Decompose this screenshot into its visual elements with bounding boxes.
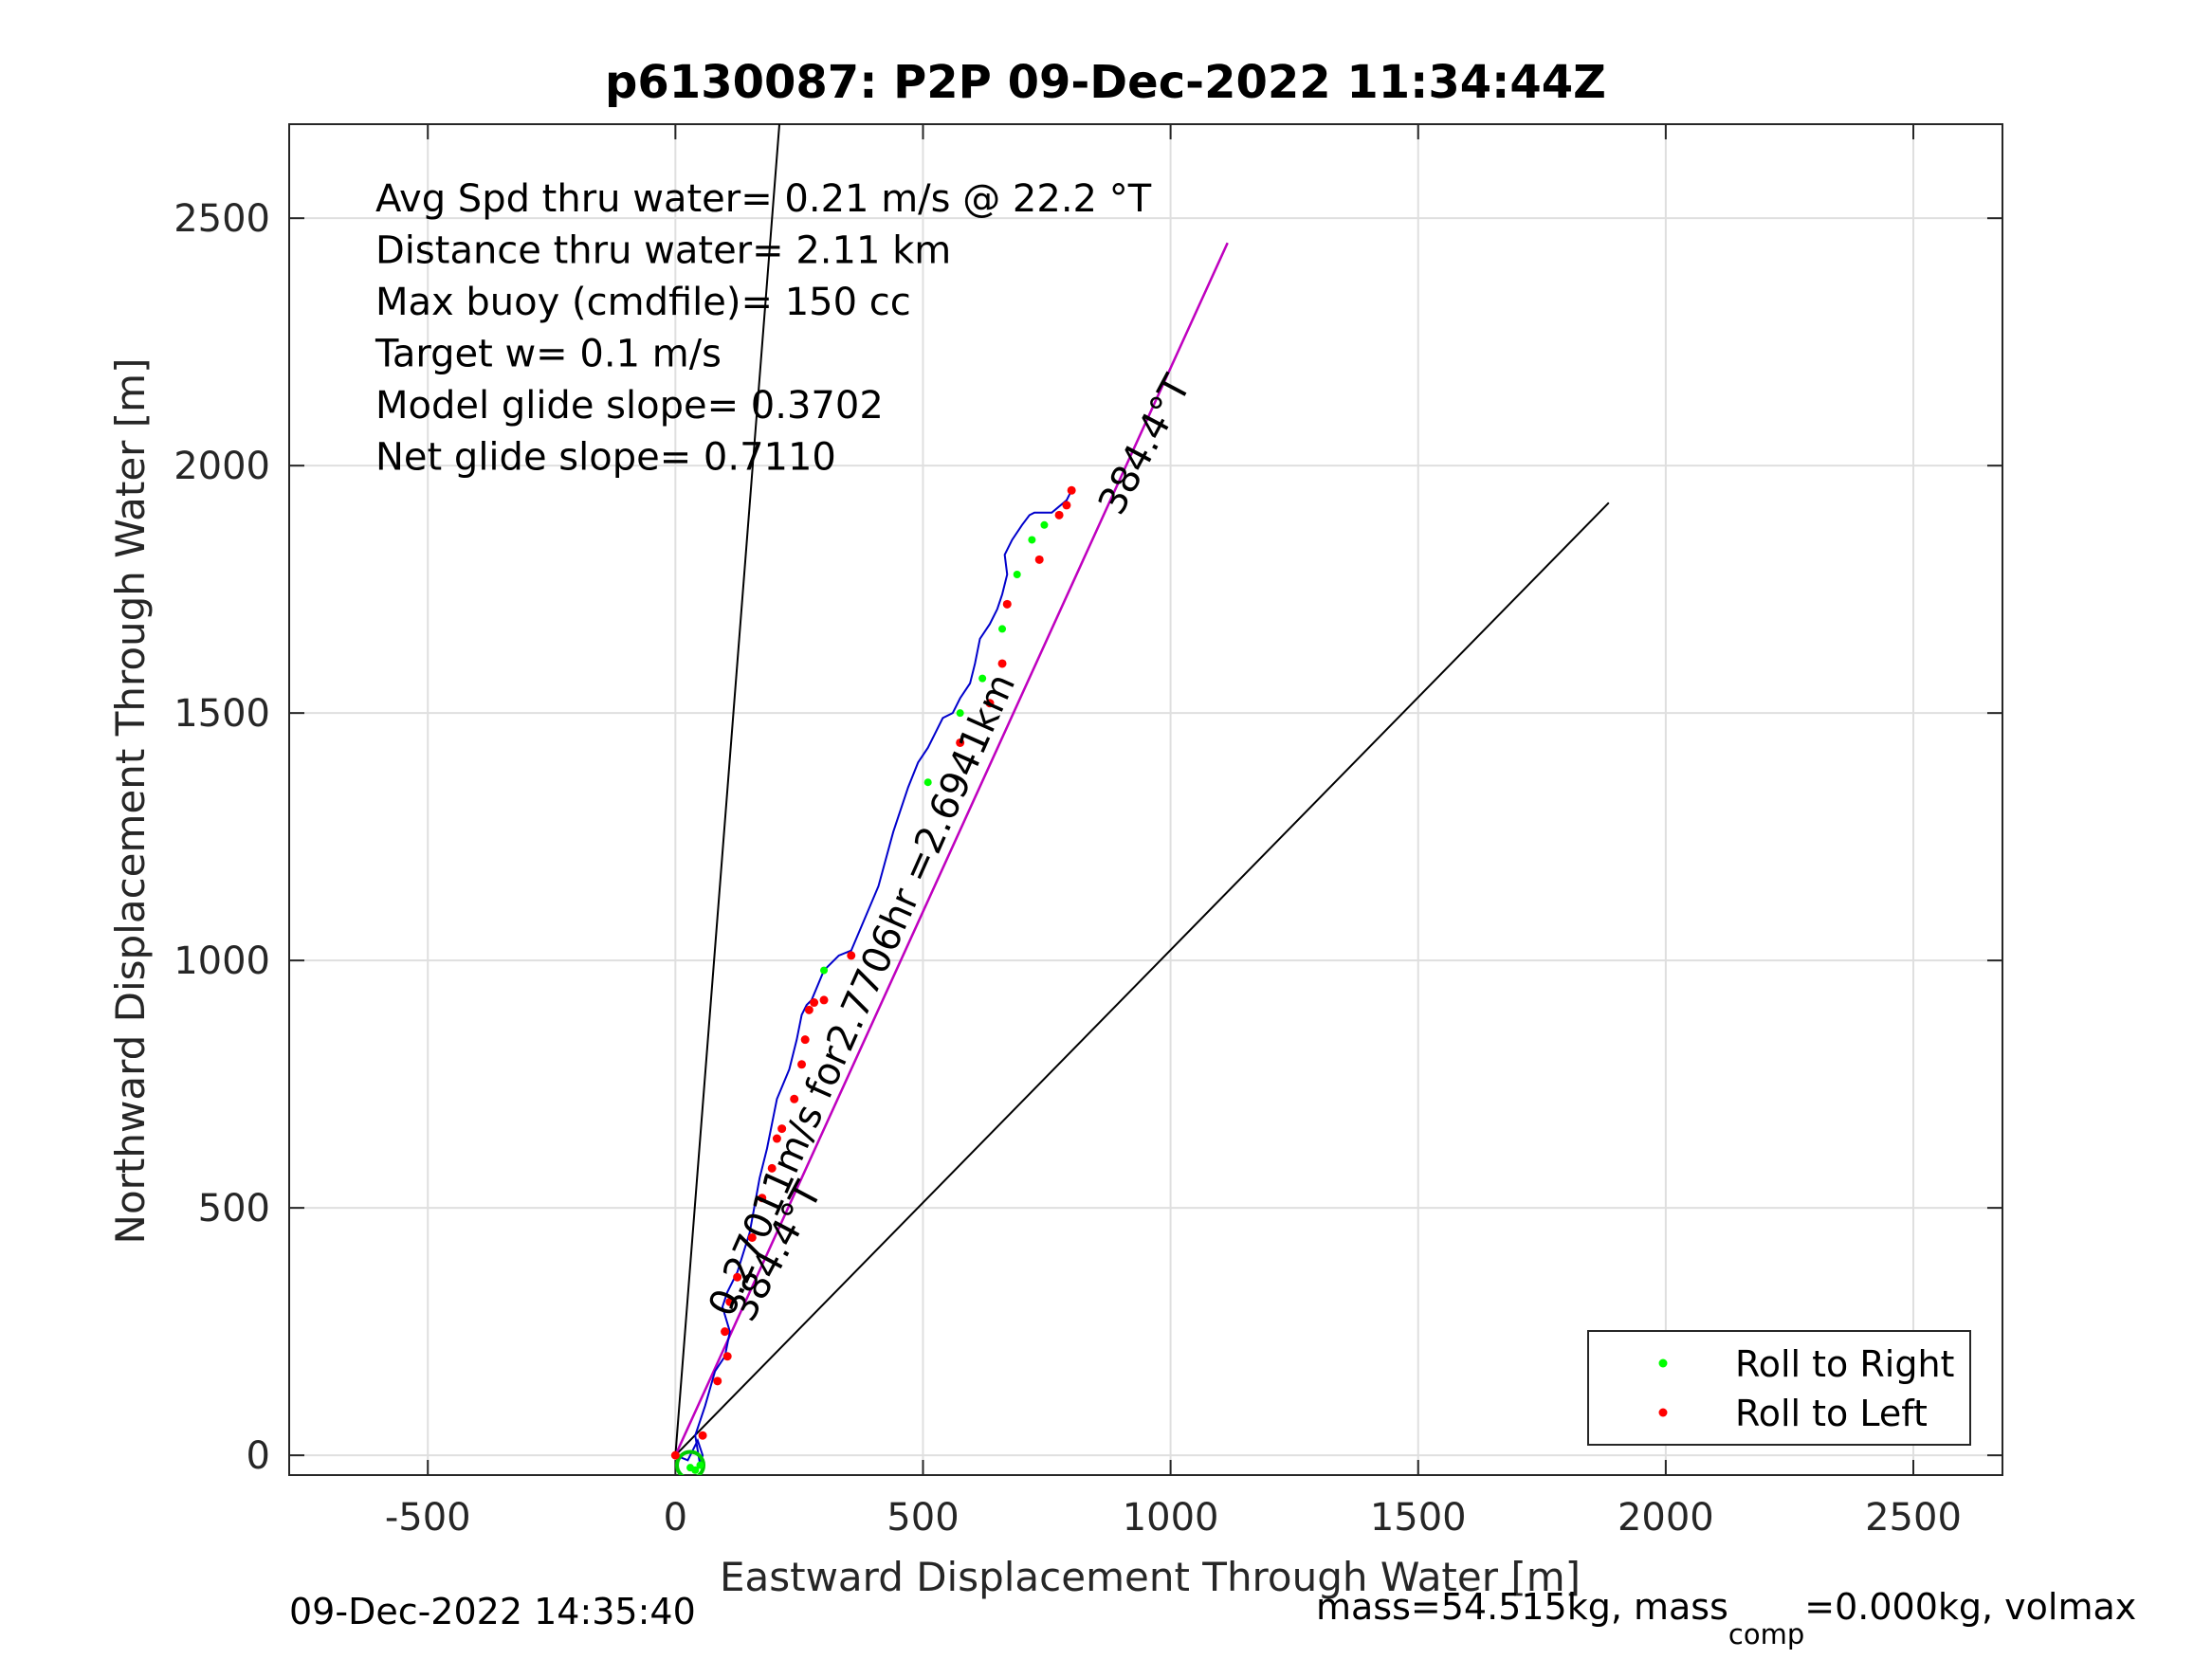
roll-left-point [1034,555,1044,564]
footer-mass-tail: =0.000kg, volmax [1804,1586,2136,1628]
y-tick-label: 2000 [174,445,270,488]
roll-right-point [998,625,1007,633]
y-tick-label: 0 [247,1434,270,1478]
roll-right-point [1013,571,1021,578]
footer-timestamp: 09-Dec-2022 14:35:40 [289,1591,696,1632]
footer: 09-Dec-2022 14:35:40 mass=54.515kg, mass… [289,1586,2136,1650]
roll-left-point [985,699,995,708]
legend-label: Roll to Left [1735,1393,1928,1434]
x-tick-label: 1500 [1370,1496,1467,1540]
info-line: Target w= 0.1 m/s [375,333,722,376]
x-tick-label: 500 [887,1496,959,1540]
x-tick-label: 2000 [1618,1496,1714,1540]
roll-left-point [800,1035,810,1045]
y-tick-label: 500 [198,1187,270,1231]
roll-left-point [722,1352,732,1361]
roll-left-point [956,738,965,747]
roll-left-point [698,1431,707,1440]
y-tick-label: 1500 [174,692,270,736]
info-line: Distance thru water= 2.11 km [375,229,951,273]
plot-area [289,124,2002,1475]
chart-title: p6130087: P2P 09-Dec-2022 11:34:44Z [605,56,1606,109]
footer-mass-main: mass=54.515kg, mass [1316,1586,1728,1628]
info-line: Max buoy (cmdfile)= 150 cc [375,281,911,324]
roll-right-point [696,1461,704,1469]
axes: -500 0 500 1000 1500 2000 2500 0 500 1000 1500 2000… [174,123,2003,1540]
info-line: Model glide slope= 0.3702 [375,384,884,428]
x-tick-label: 0 [664,1496,687,1540]
roll-left-point [1067,485,1076,495]
legend-label: Roll to Right [1735,1343,1954,1385]
roll-left-point [733,1272,742,1282]
track-line [674,489,1073,1466]
roll-left-point [670,1450,680,1460]
reference-lines [674,124,1610,1456]
roll-left-point [804,1005,814,1014]
footer-mass-sub: comp [1728,1618,1804,1650]
y-tick-label: 2500 [174,197,270,241]
roll-right-point [923,778,932,787]
roll-right-point [1028,536,1036,544]
heading-line [674,242,1229,1456]
x-axis-label: Eastward Displacement Through Water [m] [720,1554,1581,1600]
x-tick-label: 1000 [1123,1496,1219,1540]
info-line: Avg Spd thru water= 0.21 m/s @ 22.2 °T [375,177,1152,221]
y-axis-label: Northward Displacement Through Water [m] [107,358,154,1245]
roll-left-point [847,951,856,960]
roll-left-point [721,1327,730,1337]
roll-right-point [820,966,829,975]
y-tick-label: 1000 [174,939,270,983]
roll-left-point [713,1376,722,1386]
roll-left-point [819,995,829,1005]
grid-lines [289,124,2002,1475]
info-line: Net glide slope= 0.7110 [375,436,836,480]
roll-left-point [797,1060,807,1069]
x-tick-label: -500 [385,1496,471,1540]
roll-left-point [758,1194,767,1203]
roll-left-point [1054,510,1064,520]
legend: Roll to Right Roll to Left [1587,1330,1971,1446]
reference-line [674,124,781,1456]
roll-left-point [777,1124,787,1134]
roll-right-point [1040,520,1049,529]
roll-left-point [1002,599,1012,609]
roll-left-point [810,998,819,1008]
roll-left-point [997,659,1007,668]
roll-left-point [1062,501,1071,510]
legend-marker [1658,1358,1668,1368]
reference-line [674,501,1610,1456]
roll-right-point [956,709,964,718]
plot-frame [288,123,2003,1476]
footer-mass: mass=54.515kg, masscomp=0.000kg, volmax [1316,1586,2136,1650]
legend-marker [1658,1408,1668,1417]
track-layer [670,485,1076,1475]
roll-left-point [772,1134,781,1143]
roll-right-point [691,1466,700,1474]
roll-right-point [978,674,987,683]
roll-left-point [747,1232,757,1242]
roll-left-point [790,1094,799,1103]
roll-left-point [725,1297,735,1306]
legend-box [1587,1330,1971,1446]
roll-left-point [767,1163,777,1173]
x-tick-label: 2500 [1865,1496,1962,1540]
